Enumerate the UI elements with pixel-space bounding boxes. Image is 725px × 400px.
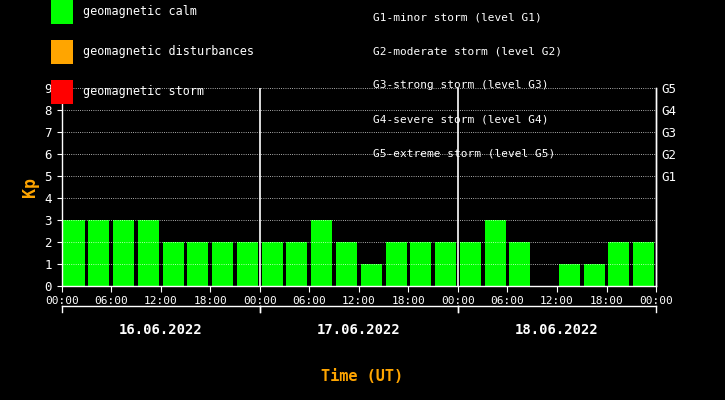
Bar (559, 264, 580, 286)
Text: G1-minor storm (level G1): G1-minor storm (level G1) (373, 12, 542, 22)
Bar (162, 242, 183, 286)
Bar (435, 242, 456, 286)
Text: 17.06.2022: 17.06.2022 (317, 323, 401, 337)
Text: geomagnetic disturbances: geomagnetic disturbances (83, 46, 254, 58)
Text: geomagnetic calm: geomagnetic calm (83, 6, 197, 18)
Text: 18.06.2022: 18.06.2022 (515, 323, 599, 337)
Bar (311, 220, 332, 286)
Bar (584, 264, 605, 286)
Bar (88, 220, 109, 286)
Text: G3-strong storm (level G3): G3-strong storm (level G3) (373, 80, 549, 90)
Bar (64, 220, 85, 286)
Bar (286, 242, 307, 286)
Y-axis label: Kp: Kp (21, 177, 39, 197)
Text: G2-moderate storm (level G2): G2-moderate storm (level G2) (373, 46, 563, 56)
Bar (608, 242, 629, 286)
Text: 16.06.2022: 16.06.2022 (119, 323, 202, 337)
Bar (510, 242, 531, 286)
Bar (138, 220, 159, 286)
Bar (386, 242, 407, 286)
Bar (633, 242, 654, 286)
Text: G4-severe storm (level G4): G4-severe storm (level G4) (373, 114, 549, 124)
Bar (361, 264, 382, 286)
Text: Time (UT): Time (UT) (321, 369, 404, 384)
Text: G5-extreme storm (level G5): G5-extreme storm (level G5) (373, 148, 555, 158)
Bar (484, 220, 505, 286)
Bar (460, 242, 481, 286)
Bar (237, 242, 258, 286)
Bar (262, 242, 283, 286)
Bar (410, 242, 431, 286)
Bar (113, 220, 134, 286)
Bar (187, 242, 208, 286)
Bar (336, 242, 357, 286)
Text: geomagnetic storm: geomagnetic storm (83, 86, 204, 98)
Bar (212, 242, 233, 286)
